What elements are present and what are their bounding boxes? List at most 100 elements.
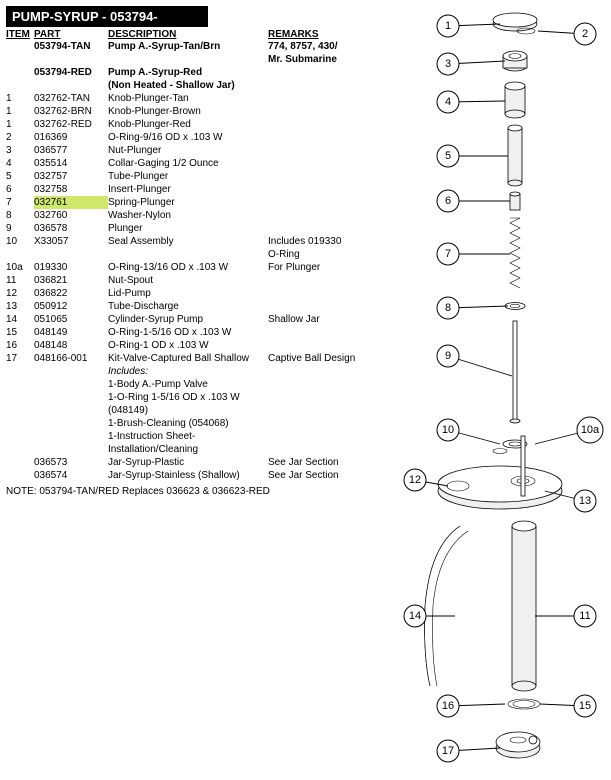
svg-text:10a: 10a [581,424,600,436]
cell-part: 036822 [34,287,108,300]
cell-desc: Nut-Spout [108,274,268,287]
cell-part: 019330 [34,261,108,274]
svg-text:14: 14 [409,610,421,622]
cell-desc: Insert-Plunger [108,183,268,196]
cell-desc: Lid-Pump [108,287,268,300]
svg-text:8: 8 [445,302,451,314]
cell-desc: Nut-Plunger [108,144,268,157]
cell-desc: 1-O-Ring 1-5/16 OD x .103 W (048149) [108,391,268,417]
hdr-desc: DESCRIPTION [108,29,268,40]
cell-item: 3 [6,144,34,157]
cell-part: 053794-RED [34,66,108,79]
cell-desc: O-Ring-13/16 OD x .103 W [108,261,268,274]
cell-part [34,365,108,378]
svg-text:4: 4 [445,96,451,108]
cell-desc: Cylinder-Syrup Pump [108,313,268,326]
cell-desc: (Non Heated - Shallow Jar) [108,79,268,92]
cell-item: 14 [6,313,34,326]
svg-text:13: 13 [579,495,591,507]
cell-part: 036821 [34,274,108,287]
cell-desc: O-Ring-1-5/16 OD x .103 W [108,326,268,339]
cell-item: 10 [6,235,34,248]
cell-part [34,53,108,66]
cell-part: 035514 [34,157,108,170]
cell-desc: Collar-Gaging 1/2 Ounce [108,157,268,170]
cell-desc: Washer-Nylon [108,209,268,222]
cell-desc [108,53,268,66]
svg-text:10: 10 [442,424,454,436]
cell-part: 051065 [34,313,108,326]
svg-text:9: 9 [445,350,451,362]
cell-desc: Pump A.-Syrup-Red [108,66,268,79]
cell-item [6,365,34,378]
cell-item: 9 [6,222,34,235]
cell-item [6,417,34,430]
cell-desc: Knob-Plunger-Red [108,118,268,131]
cell-part: 048149 [34,326,108,339]
cell-part: 036577 [34,144,108,157]
cell-part: 036573 [34,456,108,469]
cell-desc: Spring-Plunger [108,196,268,209]
svg-text:6: 6 [445,195,451,207]
cell-item: 16 [6,339,34,352]
cell-desc: 1-Instruction Sheet-Installation/Cleanin… [108,430,268,456]
cell-item: 1 [6,92,34,105]
svg-text:16: 16 [442,700,454,712]
cell-item: 13 [6,300,34,313]
cell-part [34,378,108,391]
cell-item: 1 [6,118,34,131]
cell-part: 016369 [34,131,108,144]
svg-text:7: 7 [445,248,451,260]
cell-part: 050912 [34,300,108,313]
cell-item: 1 [6,105,34,118]
cell-item: 17 [6,352,34,365]
cell-desc: Pump A.-Syrup-Tan/Brn [108,40,268,53]
cell-desc: Seal Assembly [108,235,268,248]
cell-item: 5 [6,170,34,183]
svg-text:11: 11 [579,610,590,622]
cell-item [6,53,34,66]
cell-item: 4 [6,157,34,170]
cell-item [6,40,34,53]
cell-desc: Tube-Plunger [108,170,268,183]
cell-desc: Kit-Valve-Captured Ball Shallow [108,352,268,365]
cell-desc: 1-Body A.-Pump Valve [108,378,268,391]
cell-desc: O-Ring-1 OD x .103 W [108,339,268,352]
svg-text:2: 2 [582,28,588,40]
cell-part: 053794-TAN [34,40,108,53]
cell-item [6,79,34,92]
cell-item [6,66,34,79]
cell-item: 15 [6,326,34,339]
cell-desc: Jar-Syrup-Plastic [108,456,268,469]
title-bar: PUMP-SYRUP - 053794- [6,6,208,27]
cell-part: 032762-TAN [34,92,108,105]
cell-part: 032762-BRN [34,105,108,118]
cell-item [6,456,34,469]
hdr-item: ITEM [6,29,34,40]
cell-item: 2 [6,131,34,144]
cell-item: 6 [6,183,34,196]
cell-part: 036578 [34,222,108,235]
cell-item: 8 [6,209,34,222]
cell-part: 032757 [34,170,108,183]
svg-text:17: 17 [442,745,454,757]
cell-part: 048166-001 [34,352,108,365]
cell-part: 032760 [34,209,108,222]
cell-item [6,469,34,482]
cell-item: 7 [6,196,34,209]
cell-desc: Knob-Plunger-Brown [108,105,268,118]
cell-item [6,391,34,417]
cell-item: 11 [6,274,34,287]
cell-desc: Includes: [108,365,268,378]
svg-text:15: 15 [579,700,591,712]
svg-text:3: 3 [445,58,451,70]
svg-text:12: 12 [409,474,421,486]
cell-part: X33057 [34,235,108,248]
cell-desc [108,248,268,261]
cell-desc: Knob-Plunger-Tan [108,92,268,105]
cell-part: 036574 [34,469,108,482]
cell-part [34,430,108,456]
cell-desc: Tube-Discharge [108,300,268,313]
cell-desc: Plunger [108,222,268,235]
cell-part [34,248,108,261]
